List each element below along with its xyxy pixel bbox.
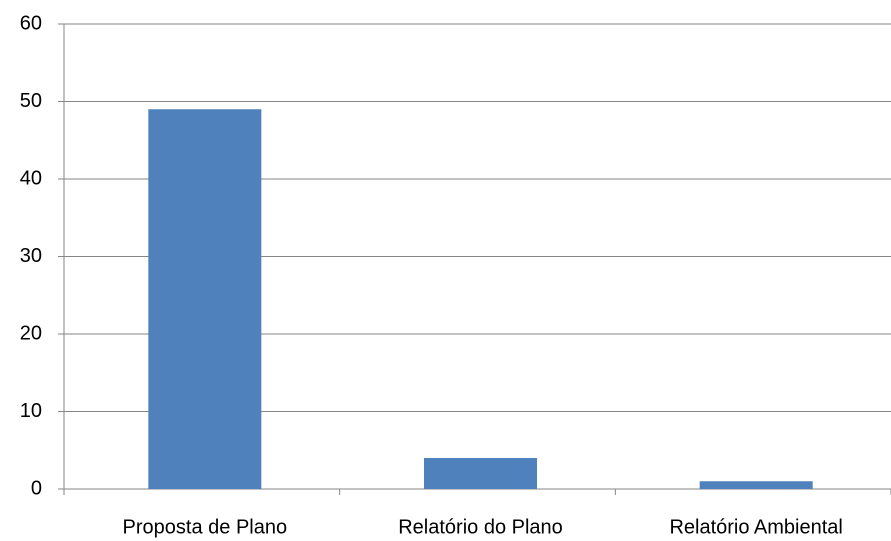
y-tick-label: 40 [20,167,42,189]
y-tick-label: 10 [20,400,42,422]
y-tick-label: 60 [20,12,42,34]
bar [423,458,538,489]
x-tick-label: Relatório Ambiental [669,516,842,538]
bar [148,109,262,489]
y-tick-label: 0 [31,477,42,499]
y-tick-label: 20 [20,322,42,344]
y-tick-label: 50 [20,90,42,112]
x-tick-label: Relatório do Plano [398,516,563,538]
y-tick-label: 30 [20,245,42,267]
x-tick-label: Proposta de Plano [123,516,288,538]
bar [699,481,813,489]
